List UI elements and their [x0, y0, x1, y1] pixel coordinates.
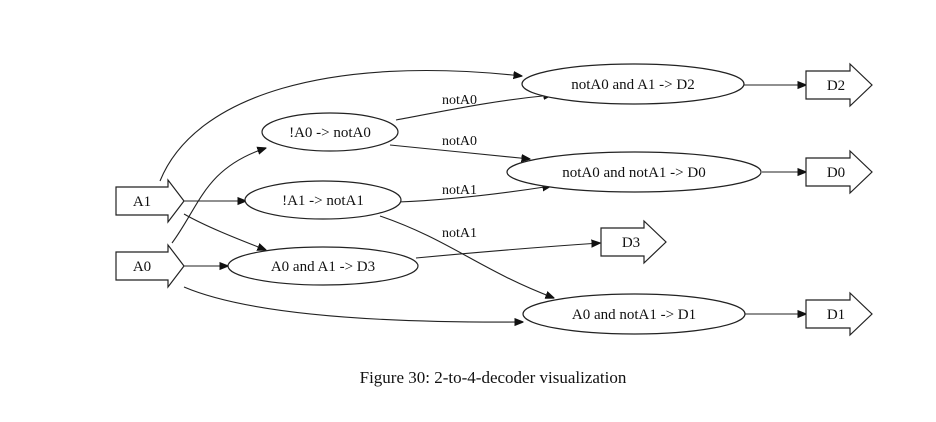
node-not-a0: !A0 -> notA0: [261, 112, 399, 152]
node-nota0-and-a1-label: notA0 and A1 -> D2: [571, 77, 694, 93]
edge-not-a0-to-nota0-and-nota1: [389, 144, 530, 159]
edge-not-a1-to-a0-and-nota1: [379, 215, 554, 298]
edge-label-nota1-upper: notA1: [442, 183, 477, 198]
node-not-a1-label: !A1 -> notA1: [282, 193, 364, 209]
node-nota0-and-nota1-label: notA0 and notA1 -> D0: [562, 165, 705, 181]
edge-not-a1-to-nota0-and-nota1: [397, 186, 551, 203]
node-d0-label: D0: [827, 165, 845, 181]
node-a0-label: A0: [133, 259, 151, 275]
edge-a0-to-a0-and-nota1: [183, 286, 523, 322]
node-not-a0-label: !A0 -> notA0: [289, 125, 371, 141]
edge-a0-to-not-a0: [171, 148, 266, 244]
node-d2: D2: [805, 62, 873, 108]
node-nota0-and-a1: notA0 and A1 -> D2: [521, 63, 745, 105]
node-d1-label: D1: [827, 307, 845, 323]
node-nota0-and-nota1: notA0 and notA1 -> D0: [506, 151, 762, 193]
node-d3: D3: [600, 219, 667, 265]
node-a0-and-a1-label: A0 and A1 -> D3: [271, 259, 375, 275]
node-not-a1: !A1 -> notA1: [244, 180, 402, 220]
edge-a1-to-a0-and-a1: [183, 213, 266, 250]
node-a0-and-nota1: A0 and notA1 -> D1: [522, 293, 746, 335]
edge-label-nota0-upper: notA0: [442, 93, 477, 108]
node-a0-and-nota1-label: A0 and notA1 -> D1: [572, 307, 696, 323]
edge-a1-to-nota0-and-a1: [159, 69, 522, 182]
edge-a0-and-a1-to-d3: [415, 243, 600, 259]
node-a1: A1: [115, 178, 185, 224]
node-a0: A0: [115, 243, 185, 289]
figure-caption: Figure 30: 2-to-4-decoder visualization: [360, 368, 627, 387]
node-a0-and-a1: A0 and A1 -> D3: [227, 246, 419, 286]
node-d2-label: D2: [827, 78, 845, 94]
edge-label-nota0-lower: notA0: [442, 134, 477, 149]
node-d1: D1: [805, 291, 873, 337]
node-a1-label: A1: [133, 194, 151, 210]
edge-label-nota1-lower: notA1: [442, 226, 477, 241]
node-d0: D0: [805, 149, 873, 195]
edge-not-a0-to-nota0-and-a1: [395, 95, 552, 121]
node-d3-label: D3: [622, 235, 640, 251]
